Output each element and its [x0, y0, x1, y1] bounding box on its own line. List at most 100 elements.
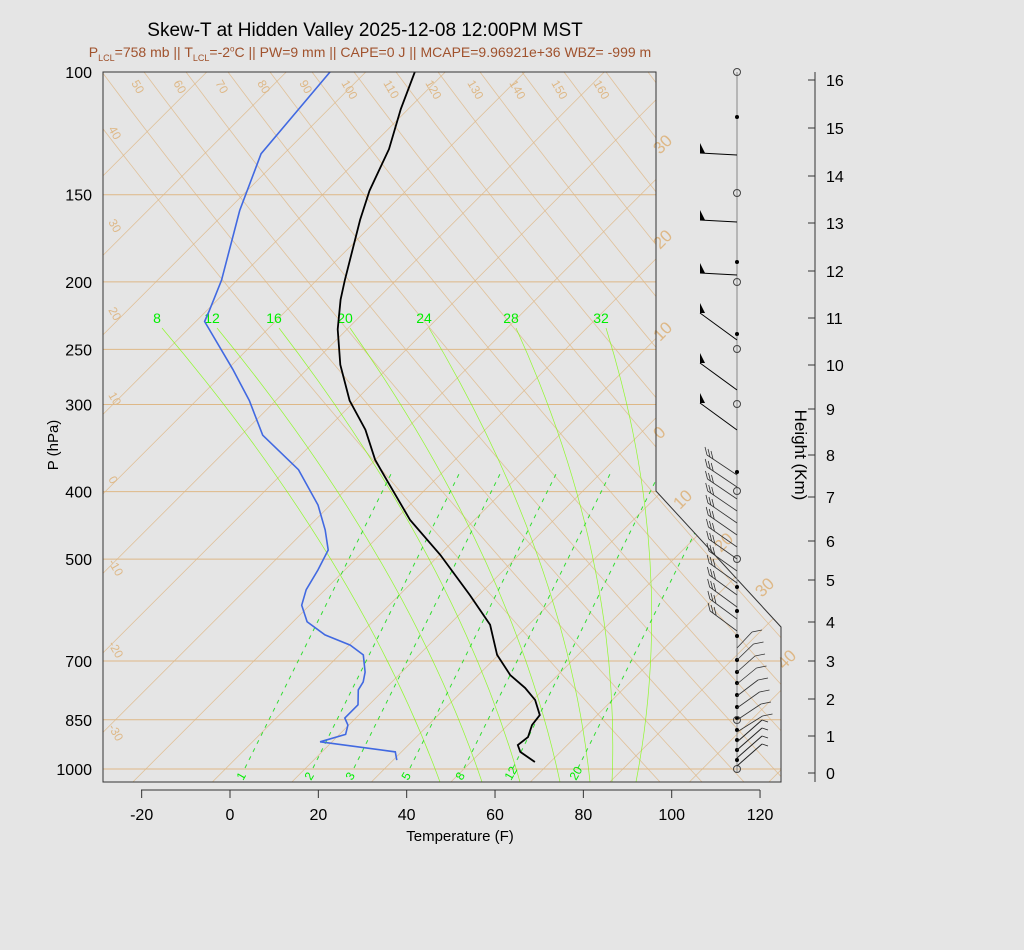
isotherm	[291, 72, 781, 782]
dry-adiabat-label: 160	[590, 78, 612, 103]
wind-barb-feather	[707, 448, 711, 458]
dry-adiabat-label: 140	[506, 78, 528, 103]
wind-barb-flag	[700, 263, 705, 273]
traces	[203, 72, 541, 763]
wind-barb-feather	[761, 719, 769, 723]
wind-barb	[736, 727, 763, 751]
isotherm-label-left: 20	[105, 305, 124, 324]
subtitle-t-sub: LCL	[192, 52, 210, 63]
level-dot	[735, 332, 739, 336]
isotherm	[689, 72, 781, 782]
wind-barb-feather	[707, 602, 711, 612]
dry-adiabat	[731, 72, 781, 782]
wind-barb	[736, 631, 753, 649]
dry-adiabat	[479, 72, 781, 782]
level-dot	[735, 609, 739, 613]
level-dot	[735, 681, 739, 685]
dry-adiabat	[103, 72, 703, 782]
moist-adiabat	[605, 327, 653, 782]
wind-barb-feather	[713, 582, 717, 592]
mixing-ratio-label: 5	[398, 769, 414, 782]
isotherm-label-left: 30	[105, 217, 124, 236]
wind-barb-feather	[712, 558, 716, 568]
isotherm	[848, 72, 1024, 782]
moist-adiabat-label: 8	[153, 310, 161, 326]
wind-barb	[699, 362, 738, 391]
wind-barb-feather	[754, 653, 766, 657]
moist-adiabat	[161, 327, 441, 782]
level-circle	[733, 189, 741, 197]
isotherm	[609, 72, 781, 782]
wind-barb-feather	[710, 462, 714, 472]
wind-barb-feather	[705, 482, 709, 492]
moist-adiabat-label: 32	[593, 310, 609, 326]
grid-labels: 8 12 16 20 24 28 321 2 3 5 8 12 20403020100-10-20-30…	[105, 78, 800, 783]
wind-barb-feather	[709, 556, 713, 566]
moist-adiabat	[428, 327, 591, 782]
subtitle-t-rest: =-2	[209, 44, 231, 60]
dry-adiabat-label: 130	[464, 78, 486, 103]
moist-adiabat	[515, 327, 614, 782]
pressure-tick-label: 250	[65, 342, 92, 359]
temperature-tick-label: 0	[226, 807, 235, 824]
height-tick-label: 6	[826, 534, 835, 551]
wind-barb-feather	[710, 568, 713, 578]
dewpoint-line	[203, 72, 398, 761]
level-circle	[733, 716, 741, 724]
dry-adiabat-label: 100	[338, 78, 360, 103]
dry-adiabat-label: 150	[548, 78, 570, 103]
isotherm-label-right: 10	[669, 486, 696, 513]
level-dot	[735, 585, 739, 589]
height-tick-label: 7	[826, 490, 835, 507]
subtitle-p-sub: LCL	[98, 52, 115, 63]
wind-barb	[699, 219, 738, 223]
wind-barb	[736, 667, 757, 685]
pressure-tick-label: 300	[65, 398, 92, 415]
mixing-ratio-line	[409, 469, 559, 769]
wind-barb-feather	[759, 689, 770, 693]
wind-barb-feather	[753, 641, 764, 645]
dry-adiabat	[689, 72, 781, 782]
isotherm-label-left: -20	[105, 639, 126, 661]
wind-barb	[736, 735, 763, 759]
wind-barb-feather	[712, 546, 716, 556]
dry-adiabat-label: 60	[170, 78, 189, 97]
pressure-tick-label: 500	[65, 552, 92, 569]
wind-barb-feather	[713, 594, 717, 604]
wind-barb-feather	[710, 580, 714, 590]
dry-adiabat-label: 50	[128, 78, 147, 97]
wind-barb-feather	[713, 570, 716, 580]
mixing-ratio-label: 20	[566, 764, 585, 783]
dry-adiabat-label: 90	[296, 78, 315, 97]
mixing-ratio-label: 8	[452, 769, 468, 782]
isotherm-label-left: 40	[105, 124, 124, 143]
height-tick-label: 1	[826, 729, 835, 746]
wind-barb	[736, 719, 763, 743]
subtitle-degree: o	[230, 44, 235, 54]
dry-adiabat	[103, 72, 661, 782]
wind-barb	[699, 312, 738, 341]
wind-barb-feather	[710, 592, 714, 602]
isotherm-label-left: 10	[105, 390, 124, 409]
moist-adiabat	[216, 327, 483, 782]
wind-barb-feather	[706, 518, 709, 528]
height-tick-label: 2	[826, 692, 835, 709]
wind-barb	[708, 550, 738, 572]
wind-barb	[707, 490, 738, 512]
level-circle	[733, 555, 741, 563]
isotherm	[103, 72, 764, 782]
wind-barb-feather	[760, 701, 772, 705]
wind-barb-feather	[712, 522, 715, 532]
wind-barb-flag	[700, 393, 705, 403]
moist-adiabat-label: 20	[337, 310, 353, 326]
dry-adiabat	[185, 72, 781, 782]
wind-barb-feather	[707, 460, 711, 470]
isotherm	[103, 72, 526, 782]
wind-barb-feather	[705, 470, 708, 480]
wind-barb	[699, 402, 738, 431]
mixing-ratio-label: 1	[233, 769, 249, 782]
level-circle	[733, 487, 741, 495]
wind-barb-feather	[710, 450, 714, 460]
wind-barb-feather	[757, 677, 769, 681]
